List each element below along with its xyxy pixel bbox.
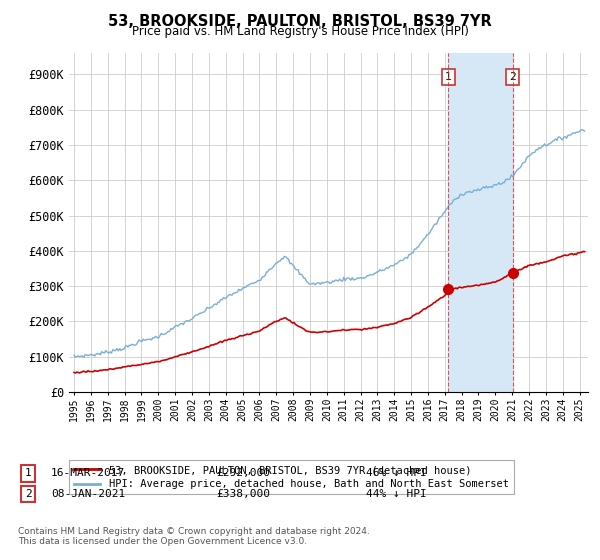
Text: Price paid vs. HM Land Registry's House Price Index (HPI): Price paid vs. HM Land Registry's House … xyxy=(131,25,469,38)
Legend: 53, BROOKSIDE, PAULTON, BRISTOL, BS39 7YR (detached house), HPI: Average price, : 53, BROOKSIDE, PAULTON, BRISTOL, BS39 7Y… xyxy=(69,460,514,494)
Text: 53, BROOKSIDE, PAULTON, BRISTOL, BS39 7YR: 53, BROOKSIDE, PAULTON, BRISTOL, BS39 7Y… xyxy=(108,14,492,29)
Text: 2: 2 xyxy=(509,72,516,82)
Text: £292,000: £292,000 xyxy=(216,468,270,478)
Text: 44% ↓ HPI: 44% ↓ HPI xyxy=(366,489,427,499)
Text: £338,000: £338,000 xyxy=(216,489,270,499)
Text: 08-JAN-2021: 08-JAN-2021 xyxy=(51,489,125,499)
Text: Contains HM Land Registry data © Crown copyright and database right 2024.
This d: Contains HM Land Registry data © Crown c… xyxy=(18,526,370,546)
Text: 1: 1 xyxy=(25,468,32,478)
Text: 1: 1 xyxy=(445,72,452,82)
Text: 46% ↓ HPI: 46% ↓ HPI xyxy=(366,468,427,478)
Text: 16-MAR-2017: 16-MAR-2017 xyxy=(51,468,125,478)
Bar xyxy=(448,53,512,392)
Text: 2: 2 xyxy=(25,489,32,499)
